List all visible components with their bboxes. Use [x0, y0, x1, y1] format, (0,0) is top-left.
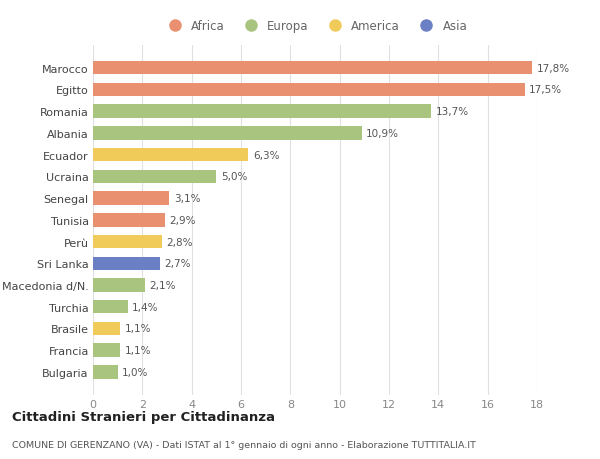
Bar: [93, 365, 118, 379]
Text: 2,1%: 2,1%: [149, 280, 176, 291]
Text: 1,1%: 1,1%: [125, 324, 151, 334]
Bar: [93, 149, 248, 162]
Text: 5,0%: 5,0%: [221, 172, 247, 182]
Text: 2,9%: 2,9%: [169, 215, 196, 225]
Text: 1,1%: 1,1%: [125, 346, 151, 355]
Bar: [93, 213, 164, 227]
Bar: [93, 279, 145, 292]
Text: Cittadini Stranieri per Cittadinanza: Cittadini Stranieri per Cittadinanza: [12, 410, 275, 423]
Bar: [93, 127, 362, 140]
Text: 13,7%: 13,7%: [436, 107, 469, 117]
Bar: [93, 62, 532, 75]
Text: 2,7%: 2,7%: [164, 259, 191, 269]
Text: 2,8%: 2,8%: [167, 237, 193, 247]
Bar: [93, 84, 524, 97]
Bar: [93, 192, 169, 205]
Text: 10,9%: 10,9%: [367, 129, 400, 139]
Bar: [93, 105, 431, 118]
Text: 1,4%: 1,4%: [132, 302, 158, 312]
Bar: [93, 235, 162, 249]
Bar: [93, 170, 217, 184]
Text: 1,0%: 1,0%: [122, 367, 148, 377]
Text: 17,8%: 17,8%: [536, 63, 569, 73]
Text: COMUNE DI GERENZANO (VA) - Dati ISTAT al 1° gennaio di ogni anno - Elaborazione : COMUNE DI GERENZANO (VA) - Dati ISTAT al…: [12, 441, 476, 449]
Legend: Africa, Europa, America, Asia: Africa, Europa, America, Asia: [163, 20, 467, 33]
Bar: [93, 257, 160, 270]
Text: 3,1%: 3,1%: [174, 194, 200, 204]
Bar: [93, 300, 128, 314]
Text: 6,3%: 6,3%: [253, 150, 280, 160]
Bar: [93, 322, 120, 336]
Bar: [93, 344, 120, 357]
Text: 17,5%: 17,5%: [529, 85, 562, 95]
